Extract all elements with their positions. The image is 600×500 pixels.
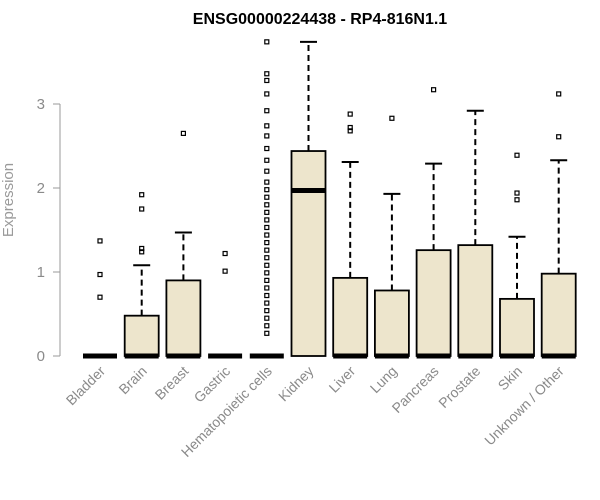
box-gastric [208, 250, 243, 359]
y-tick-label: 2 [37, 180, 45, 197]
x-tick-label: Unknown / Other [481, 363, 567, 449]
outlier-point [97, 238, 103, 244]
outlier-point [264, 145, 270, 152]
outlier-point [264, 224, 270, 231]
outlier-point [264, 255, 270, 261]
outlier-point [264, 232, 270, 238]
outlier-point [264, 77, 270, 84]
box-unknown-other [540, 91, 577, 359]
chart-title: ENSG00000224438 - RP4-816N1.1 [193, 11, 447, 28]
outlier-point [139, 206, 145, 212]
x-tick-label: Kidney [275, 363, 317, 405]
box-skin [499, 152, 535, 359]
y-tick-label: 0 [37, 348, 45, 365]
y-axis-label: Expression [0, 163, 17, 237]
box-series [83, 39, 577, 359]
outlier-point [264, 300, 270, 306]
outlier-point [180, 130, 186, 136]
box-iqr [290, 150, 327, 357]
outlier-point [514, 152, 520, 158]
outlier-point [264, 209, 270, 215]
outlier-point [264, 323, 270, 329]
outlier-point [264, 108, 270, 114]
outlier-point [264, 39, 270, 45]
outlier-point [264, 315, 270, 321]
x-tick-label: Skin [495, 363, 526, 394]
box-iqr [123, 314, 160, 357]
box-iqr [373, 289, 410, 357]
outlier-point [139, 192, 145, 198]
outlier-point [264, 123, 270, 129]
outlier-point [264, 285, 270, 291]
x-tick-label: Breast [152, 363, 192, 403]
outlier-point [264, 187, 270, 193]
box-iqr [165, 279, 202, 357]
outlier-point [431, 87, 437, 93]
x-tick-label: Brain [115, 363, 149, 397]
box-pancreas [415, 87, 452, 359]
box-kidney [290, 40, 327, 357]
x-tick-label: Lung [367, 363, 400, 396]
outlier-point [514, 190, 520, 196]
box-iqr [499, 297, 535, 357]
x-tick-label: Prostate [435, 363, 483, 411]
outlier-point [264, 240, 270, 246]
outlier-point [264, 247, 270, 253]
outlier-point [556, 91, 562, 97]
box-liver [332, 111, 369, 359]
outlier-point [97, 271, 103, 278]
box-iqr [457, 244, 494, 357]
outlier-point [556, 134, 562, 140]
outlier-point [264, 217, 270, 223]
outlier-point [97, 294, 103, 300]
x-tick-label: Bladder [63, 363, 109, 409]
box-hematopoietic-cells [249, 39, 284, 359]
box-iqr [332, 276, 369, 357]
outlier-point [514, 197, 520, 203]
outlier-point [222, 268, 228, 274]
outlier-point [264, 202, 270, 208]
outlier-point [139, 245, 145, 252]
outlier-point [264, 179, 270, 185]
outlier-point [389, 115, 395, 121]
outlier-point [264, 194, 270, 200]
outlier-point [139, 249, 145, 255]
box-brain [123, 192, 160, 359]
outlier-point [347, 124, 353, 131]
outlier-point [264, 308, 270, 314]
box-iqr [415, 249, 452, 357]
outlier-point [264, 262, 270, 268]
outlier-point [264, 270, 270, 276]
box-breast [165, 130, 202, 359]
outlier-point [264, 277, 270, 283]
x-tick-label: Liver [326, 363, 359, 396]
outlier-point [222, 250, 228, 257]
outlier-point [264, 71, 270, 77]
box-bladder [83, 238, 117, 359]
outlier-point [347, 111, 353, 117]
outlier-point [264, 133, 270, 139]
outlier-point [264, 330, 270, 336]
outlier-point [264, 91, 270, 97]
box-iqr [540, 272, 577, 357]
box-lung [373, 115, 410, 359]
y-tick-label: 3 [37, 96, 45, 113]
outlier-point [264, 168, 270, 174]
y-tick-label: 1 [37, 264, 45, 281]
box-prostate [457, 109, 494, 359]
outlier-point [264, 292, 270, 299]
outlier-point [264, 157, 270, 163]
y-axis: 0 1 2 3 [37, 96, 61, 365]
outlier-point [347, 128, 353, 134]
